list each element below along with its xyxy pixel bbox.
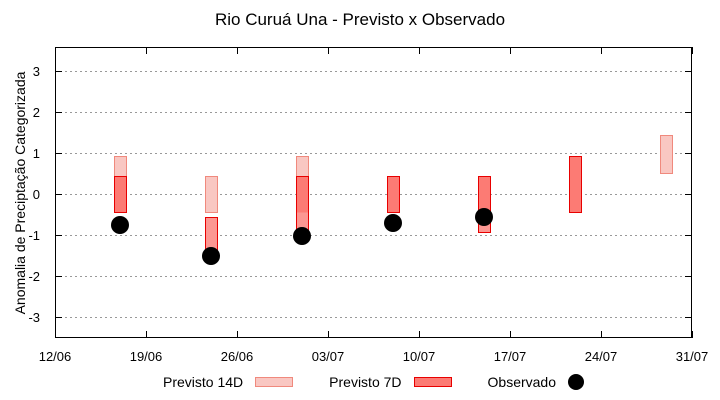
y-tick-left [55, 317, 62, 318]
bar-previsto-7d [568, 155, 582, 213]
x-tick-top [327, 47, 329, 54]
bar-previsto-7d [295, 176, 309, 234]
gridline-y-1 [55, 235, 692, 236]
y-tick-right [685, 235, 692, 236]
y-tick-left [55, 276, 62, 277]
y-tick-label: -3 [28, 309, 40, 325]
y-tick-label: 3 [32, 63, 40, 79]
x-tick-label: 19/06 [129, 349, 163, 364]
x-tick-label: 03/07 [311, 349, 345, 364]
x-tick-label: 24/07 [584, 349, 618, 364]
y-axis-tick-labels: 3 2 1 0 -1 -2 -3 [0, 47, 48, 338]
gridline-y1 [55, 153, 692, 154]
y-tick-right [685, 71, 692, 72]
y-tick-right [685, 153, 692, 154]
bar-previsto-7d [386, 176, 400, 213]
x-tick-top [236, 47, 238, 54]
legend-label-previsto-7d: Previsto 7D [329, 374, 402, 390]
gridline-y-2 [55, 276, 692, 277]
y-tick-label: -1 [28, 227, 40, 243]
y-tick-label: 1 [32, 145, 40, 161]
observado-dot [111, 216, 129, 235]
y-tick-right [685, 276, 692, 277]
gridline-y0 [55, 194, 692, 195]
legend-item-previsto-14d: Previsto 14D [163, 374, 294, 390]
y-tick-right [685, 112, 692, 113]
x-tick-bottom [236, 331, 238, 338]
x-tick-top [600, 47, 602, 54]
x-tick-label: 26/06 [220, 349, 254, 364]
legend-label-previsto-14d: Previsto 14D [163, 374, 244, 390]
y-tick-left [55, 194, 62, 195]
x-tick-label: 17/07 [493, 349, 527, 364]
observado-dot [202, 247, 220, 265]
legend-label-observado: Observado [487, 374, 556, 390]
chart-title: Rio Curuá Una - Previsto x Observado [214, 10, 506, 29]
legend: Previsto 14D Previsto 7D Observado [55, 374, 692, 390]
gridline-y2 [55, 112, 692, 113]
bar-previsto-14d [659, 135, 673, 174]
x-tick-bottom [145, 331, 147, 338]
x-tick-label: 10/07 [402, 349, 436, 364]
x-tick-bottom [691, 331, 693, 338]
y-tick-label: -2 [28, 268, 40, 284]
observado-dot [475, 208, 493, 227]
legend-item-observado: Observado [488, 374, 584, 390]
y-tick-left [55, 235, 62, 236]
x-tick-bottom [327, 331, 329, 338]
gridline-y-3 [55, 317, 692, 318]
x-tick-bottom [509, 331, 511, 338]
legend-swatch-observado-dot [568, 374, 584, 390]
y-tick-left [55, 71, 62, 72]
observado-dot [384, 214, 402, 233]
x-tick-bottom [54, 331, 56, 338]
y-tick-left [55, 153, 62, 154]
x-tick-label: 31/07 [675, 349, 709, 364]
x-tick-label: 12/06 [38, 349, 72, 364]
x-tick-top [418, 47, 420, 54]
plot-area [54, 47, 693, 338]
x-tick-top [54, 47, 56, 54]
x-tick-bottom [418, 331, 420, 338]
x-tick-bottom [600, 331, 602, 338]
x-tick-top [691, 47, 693, 54]
observado-dot [293, 226, 311, 245]
legend-item-previsto-7d: Previsto 7D [329, 374, 452, 390]
bar-previsto-7d [113, 176, 127, 213]
y-tick-right [685, 317, 692, 318]
y-tick-label: 0 [32, 186, 40, 202]
legend-swatch-previsto-14d [255, 377, 294, 387]
x-tick-top [509, 47, 511, 54]
bar-previsto-14d [204, 176, 218, 213]
legend-swatch-previsto-7d [413, 377, 452, 387]
y-tick-left [55, 112, 62, 113]
y-tick-right [685, 194, 692, 195]
y-tick-label: 2 [32, 104, 40, 120]
gridline-y3 [55, 71, 692, 72]
x-tick-top [145, 47, 147, 54]
